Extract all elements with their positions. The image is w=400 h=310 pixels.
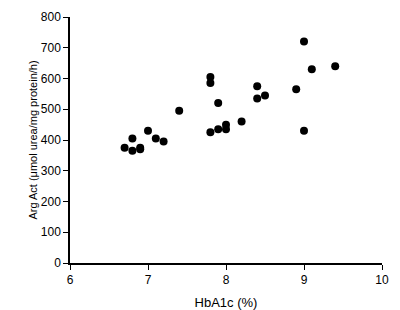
- svg-text:600: 600: [41, 72, 61, 86]
- svg-text:300: 300: [41, 164, 61, 178]
- svg-text:500: 500: [41, 102, 61, 116]
- svg-text:800: 800: [41, 10, 61, 24]
- svg-text:0: 0: [54, 256, 61, 270]
- svg-text:10: 10: [375, 273, 389, 287]
- svg-text:400: 400: [41, 133, 61, 147]
- svg-text:9: 9: [301, 273, 308, 287]
- svg-text:700: 700: [41, 41, 61, 55]
- svg-text:7: 7: [145, 273, 152, 287]
- svg-text:6: 6: [67, 273, 74, 287]
- svg-text:200: 200: [41, 195, 61, 209]
- svg-text:8: 8: [223, 273, 230, 287]
- svg-text:Arg Act (μmol urea/mg protein/: Arg Act (μmol urea/mg protein/h): [27, 60, 39, 219]
- svg-text:HbA1c (%): HbA1c (%): [195, 295, 258, 310]
- svg-text:100: 100: [41, 225, 61, 239]
